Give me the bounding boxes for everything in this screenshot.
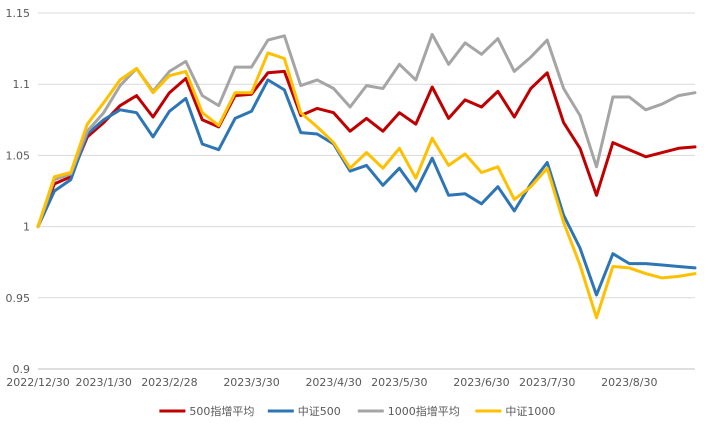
y-tick-label: 0.9 xyxy=(13,363,31,376)
series-line-4 xyxy=(36,51,697,320)
legend-label: 500指增平均 xyxy=(189,404,254,418)
x-tick-label: 2023/5/30 xyxy=(371,376,427,389)
x-tick-label: 2023/2/28 xyxy=(141,376,197,389)
y-axis-tick-labels: 0.9 0.95 1 1.05 1.1 1.15 xyxy=(6,7,31,376)
legend-item-2: 中证500 xyxy=(267,405,341,418)
x-tick-label: 2022/12/30 xyxy=(6,376,69,389)
y-tick-label: 1.15 xyxy=(6,7,31,20)
legend: 500指增平均 中证500 1000指增平均 中证1000 xyxy=(159,404,555,418)
y-tick-label: 0.95 xyxy=(6,292,31,305)
y-tick-label: 1.1 xyxy=(13,78,31,91)
series-line-3 xyxy=(36,32,697,229)
series-line-2 xyxy=(36,78,697,297)
legend-label: 1000指增平均 xyxy=(388,404,460,418)
series-lines xyxy=(36,32,697,320)
x-tick-label: 2023/1/30 xyxy=(75,376,131,389)
legend-item-1: 500指增平均 xyxy=(159,404,254,418)
x-axis-tick-labels: 2022/12/30 2023/1/30 2023/2/28 2023/3/30 202… xyxy=(6,376,657,389)
legend-item-3: 1000指增平均 xyxy=(357,404,460,418)
legend-item-4: 中证1000 xyxy=(475,405,555,418)
x-tick-label: 2023/6/30 xyxy=(453,376,509,389)
series-line-1 xyxy=(36,69,697,229)
x-tick-label: 2023/4/30 xyxy=(305,376,361,389)
legend-label: 中证1000 xyxy=(505,405,555,418)
y-tick-label: 1 xyxy=(23,221,30,234)
legend-label: 中证500 xyxy=(298,405,341,418)
x-tick-label: 2023/7/30 xyxy=(519,376,575,389)
y-tick-label: 1.05 xyxy=(6,149,31,162)
x-tick-label: 2023/8/30 xyxy=(601,376,657,389)
x-tick-label: 2023/3/30 xyxy=(223,376,279,389)
